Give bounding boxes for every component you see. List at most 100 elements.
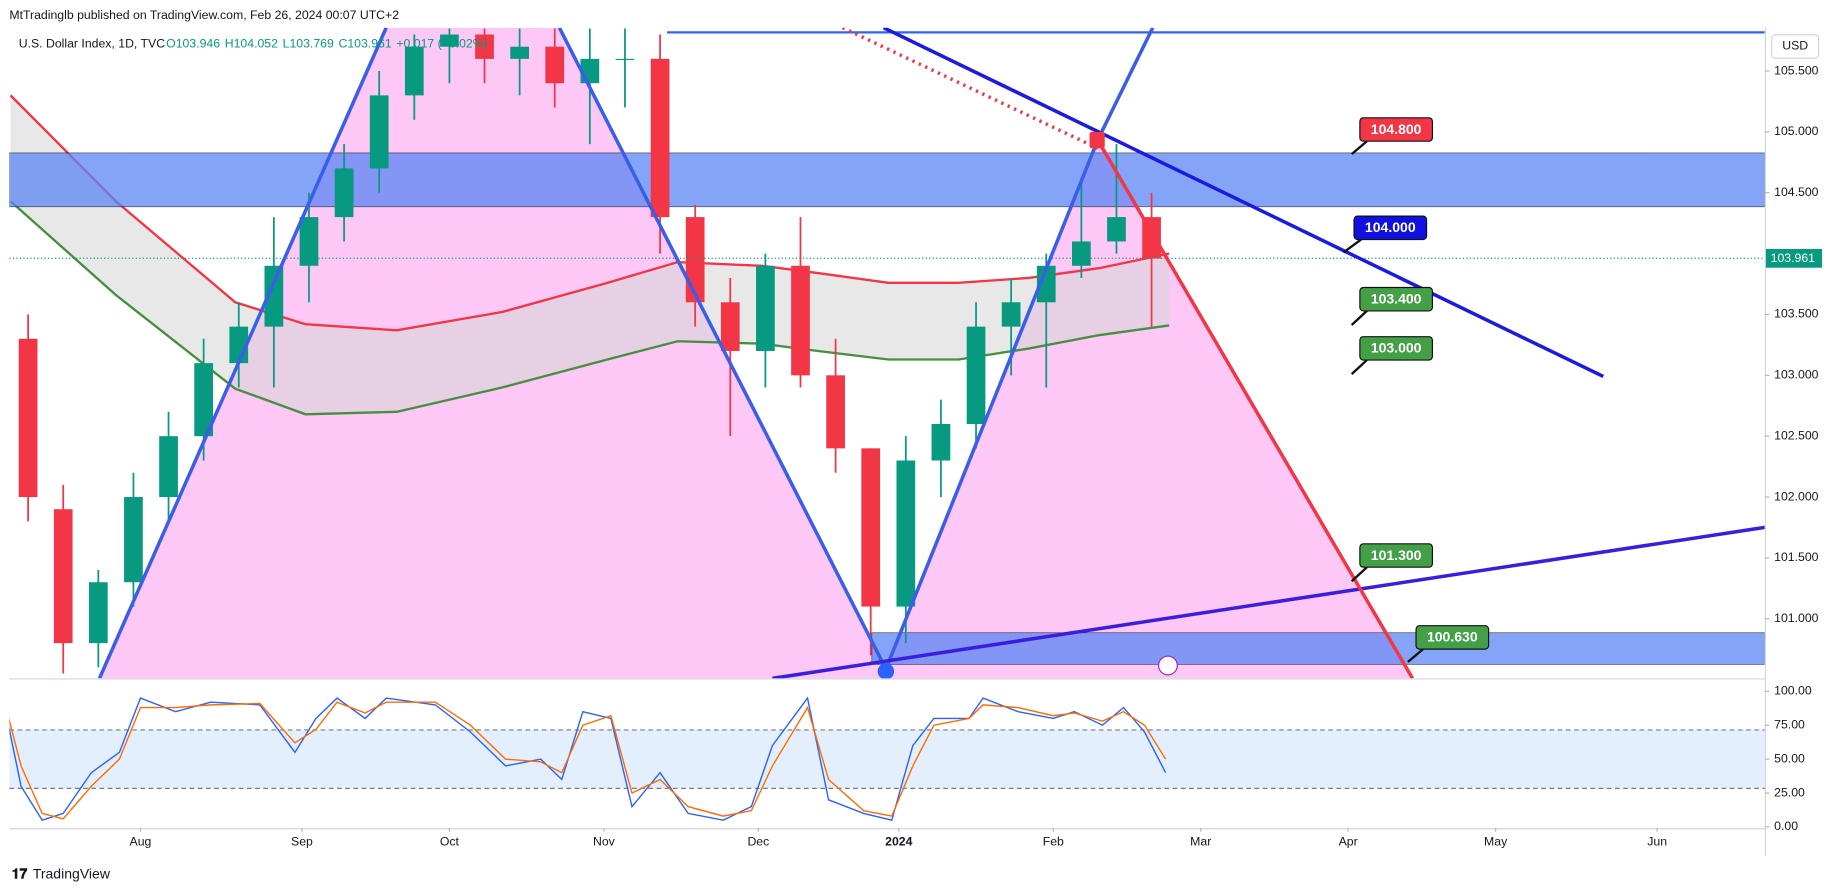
candle-body (1107, 217, 1126, 242)
candle-body (1001, 302, 1021, 327)
ohlc-value: +0.017 (+0.02%) (396, 36, 487, 50)
candle-body (404, 46, 424, 96)
x-tick-label: Oct (440, 834, 460, 848)
price-label: 101.300 (1371, 547, 1422, 563)
stoch-tick-label: 50.00 (1774, 751, 1805, 765)
label-pointer (1342, 238, 1362, 254)
label-pointer (1350, 310, 1368, 326)
candle-body (369, 95, 389, 169)
price-label: 104.000 (1365, 219, 1416, 235)
ohlc-value: L103.769 (283, 36, 334, 50)
y-tick-label: 103.000 (1774, 368, 1819, 382)
label-pointer (1407, 648, 1424, 663)
last-price-tag (1765, 248, 1823, 268)
candle-body (18, 338, 38, 498)
price-label-box (1359, 336, 1434, 361)
ohlc-value: C103.961 (338, 36, 391, 50)
trendline (772, 525, 1765, 679)
branding: TradingView (33, 866, 111, 882)
x-tick-label: Feb (1043, 834, 1064, 848)
x-tick-label: Aug (130, 834, 152, 848)
candle-body (299, 217, 319, 266)
y-tick-label: 105.500 (1774, 63, 1819, 77)
currency-button[interactable] (1771, 34, 1820, 59)
x-tick-label: Sep (291, 834, 313, 848)
candle-body (615, 58, 635, 61)
y-tick-label: 101.500 (1774, 550, 1819, 564)
trendline (882, 27, 1605, 379)
trendline (1096, 139, 1415, 679)
price-label: 104.800 (1371, 121, 1422, 137)
price-label-box (1359, 286, 1434, 312)
candle-body (194, 363, 214, 437)
publisher: MtTradinglb published on TradingView.com… (9, 8, 399, 22)
event-icon[interactable] (1157, 655, 1178, 676)
candle-body (826, 375, 845, 449)
resistance-zone (9, 152, 1765, 208)
currency[interactable]: USD (1782, 39, 1808, 53)
label-pointer (1350, 359, 1368, 375)
trendline (841, 27, 1099, 150)
x-tick-label: Dec (747, 834, 769, 848)
ma-band (10, 95, 1170, 415)
stoch-line (9, 696, 1167, 822)
stoch-line (9, 701, 1167, 820)
pattern-fill (885, 140, 1413, 679)
symbol-title: U.S. Dollar Index, 1D, TVC (19, 36, 165, 50)
stoch-tick-label: 25.00 (1774, 785, 1805, 799)
candle-body (545, 46, 565, 84)
candle-body (685, 217, 705, 303)
stochastic-pane: 0.00 25.00 50.00 75.00 100.00 (9, 684, 1812, 833)
candle-body (124, 497, 143, 583)
candle-body (1036, 265, 1056, 303)
x-tick-label: 2024 (885, 834, 912, 848)
ohlc-value: H104.052 (225, 36, 278, 50)
candle-body (966, 326, 986, 425)
y-tick-label: 104.500 (1774, 185, 1819, 199)
candle-body (88, 582, 108, 644)
y-tick-label: 102.500 (1774, 428, 1819, 442)
candle-body (440, 34, 459, 47)
price-label-box (1359, 543, 1434, 568)
x-tick-label: Mar (1190, 834, 1211, 848)
price-label-box (1415, 625, 1490, 650)
candle-body (264, 265, 284, 327)
drawings (9, 27, 1765, 679)
last-price-label: 103.961 (1771, 251, 1816, 265)
trendline (557, 27, 888, 670)
candle-body (791, 265, 810, 376)
stoch-tick-label: 0.00 (1774, 819, 1798, 833)
trendlines (9, 27, 1765, 679)
x-tick-label: Jun (1647, 834, 1667, 848)
candle-body (896, 460, 916, 607)
ohlc-value: O103.946 (166, 36, 220, 50)
moving-average (9, 200, 1170, 416)
y-tick-label: 101.000 (1774, 611, 1819, 625)
x-tick-label: Apr (1339, 834, 1358, 848)
stoch-band (9, 729, 1765, 789)
candle-body (756, 265, 775, 351)
trendline (97, 27, 388, 679)
price-label: 103.400 (1371, 291, 1422, 307)
candle-body (720, 302, 740, 351)
candle-body (475, 34, 494, 59)
label-pointer (1350, 566, 1368, 583)
label-pointer (1350, 140, 1368, 155)
annotations: 104.800 104.000 103.400 103.000 101.300 100.6… (1342, 117, 1490, 663)
pivot-marker (877, 663, 895, 679)
candle-body (861, 448, 881, 607)
candle-body (334, 168, 354, 218)
candle-body (1072, 241, 1091, 266)
ohlc-legend: O103.946 H104.052 L103.769 C103.961 +0.017 (… (166, 36, 488, 50)
candle-body (53, 509, 73, 644)
trendline (1096, 27, 1155, 141)
y-tick-label: 103.500 (1774, 307, 1819, 321)
candle-body (159, 436, 178, 498)
logo-mark: 𝟏𝟕 (12, 866, 28, 882)
trendline (884, 139, 1100, 670)
stoch-lines (9, 696, 1167, 822)
y-tick-label: 102.000 (1774, 489, 1819, 503)
candle-body (931, 424, 951, 461)
